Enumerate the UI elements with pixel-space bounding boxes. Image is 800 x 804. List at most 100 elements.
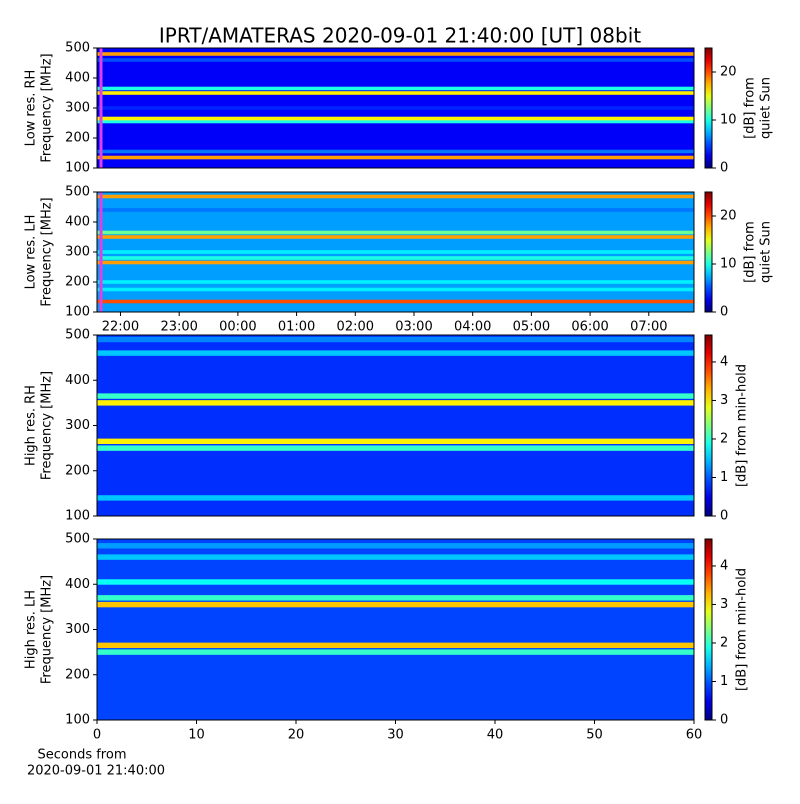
spectral-band [97, 299, 694, 304]
y-tick-label: 100 [65, 713, 90, 728]
y-tick-label: 100 [65, 161, 90, 176]
y-tick-label: 300 [65, 622, 90, 637]
colorbar-tick-label: 3 [720, 597, 728, 612]
colorbar-tick-label: 0 [720, 509, 728, 524]
colorbar [704, 334, 713, 517]
spectral-band [97, 287, 694, 292]
spectral-band [97, 579, 694, 585]
colorbar [704, 538, 713, 721]
colorbar-tick-label: 4 [720, 558, 728, 573]
colorbar [704, 47, 713, 169]
heatmap-background [97, 335, 694, 516]
colorbar-label: quiet Sun [759, 77, 774, 139]
y-tick-label: 200 [65, 463, 90, 478]
x-tick-label: 60 [686, 728, 703, 743]
colorbar-tick-label: 1 [720, 674, 728, 689]
y-axis-label: Frequency [MHz] [40, 197, 55, 306]
colorbar-tick-label: 1 [720, 470, 728, 485]
y-tick-label: 400 [65, 215, 90, 230]
x-axis-label: 2020-09-01 21:40:00 [27, 764, 165, 779]
colorbar-tick-label: 2 [720, 635, 728, 650]
spectral-band [97, 155, 694, 160]
colorbar-label: quiet Sun [759, 221, 774, 283]
x-tick-label: 01:00 [278, 320, 315, 335]
y-tick-label: 500 [65, 532, 90, 547]
x-tick-label: 0 [93, 728, 101, 743]
x-tick-label: 10 [188, 728, 205, 743]
y-tick-label: 300 [65, 418, 90, 433]
spectral-band [97, 350, 694, 356]
y-axis-label: Low res. LH [24, 215, 39, 290]
spectral-band [97, 601, 694, 608]
spectral-band [97, 543, 694, 549]
spectral-band [97, 119, 694, 124]
spectral-band [97, 58, 694, 62]
colorbar-label: [dB] from min-hold [735, 364, 750, 487]
colorbar-tick-label: 0 [720, 161, 728, 176]
spectral-band [97, 52, 694, 56]
x-tick-label: 22:00 [102, 320, 139, 335]
y-tick-label: 200 [65, 131, 90, 146]
chart-title: IPRT/AMATERAS 2020-09-01 21:40:00 [UT] 0… [159, 24, 641, 48]
y-tick-label: 100 [65, 509, 90, 524]
spectral-band [97, 554, 694, 560]
spectral-band [97, 86, 694, 91]
x-tick-label: 50 [586, 728, 603, 743]
colorbar-tick-label: 2 [720, 431, 728, 446]
y-axis-label: High res. RH [24, 385, 39, 466]
spectral-band [97, 595, 694, 601]
spectral-band [97, 149, 694, 154]
x-tick-label: 03:00 [395, 320, 432, 335]
spectral-band [97, 649, 694, 655]
y-tick-label: 100 [65, 305, 90, 320]
colorbar-tick-label: 20 [720, 65, 737, 80]
spectral-band [97, 438, 694, 445]
colorbar-label: [dB] from [743, 77, 758, 139]
y-axis-label: Frequency [MHz] [40, 53, 55, 162]
spectral-band [97, 256, 694, 260]
spectral-band [97, 250, 694, 254]
x-tick-label: 05:00 [513, 320, 550, 335]
y-tick-label: 400 [65, 577, 90, 592]
spectral-band [97, 495, 694, 501]
colorbar-tick-label: 0 [720, 305, 728, 320]
y-tick-label: 500 [65, 185, 90, 200]
y-axis-label: Low res. RH [24, 70, 39, 147]
x-tick-label: 23:00 [160, 320, 197, 335]
x-tick-label: 06:00 [571, 320, 608, 335]
y-tick-label: 500 [65, 41, 90, 56]
spectral-band [97, 445, 694, 451]
y-tick-label: 500 [65, 328, 90, 343]
colorbar-tick-label: 0 [720, 713, 728, 728]
colorbar-label: [dB] from min-hold [735, 568, 750, 691]
spectral-band [97, 336, 694, 343]
spectral-band [97, 393, 694, 399]
spectral-band [97, 235, 694, 239]
spectral-band [97, 194, 694, 199]
y-tick-label: 400 [65, 373, 90, 388]
colorbar-tick-label: 3 [720, 393, 728, 408]
spectral-band [97, 208, 694, 212]
x-tick-label: 04:00 [454, 320, 491, 335]
x-tick-label: 20 [288, 728, 305, 743]
colorbar-tick-label: 4 [720, 354, 728, 369]
y-axis-label: Frequency [MHz] [40, 371, 55, 480]
colorbar-tick-label: 20 [720, 209, 737, 224]
x-tick-label: 40 [487, 728, 504, 743]
x-tick-label: 30 [387, 728, 404, 743]
colorbar-label: [dB] from [743, 221, 758, 283]
spectral-band [97, 260, 694, 265]
x-tick-label: 00:00 [219, 320, 256, 335]
spectral-band [97, 136, 694, 140]
y-axis-label: High res. LH [24, 590, 39, 669]
x-axis-label: Seconds from [37, 748, 126, 763]
spectral-band [97, 400, 694, 406]
x-tick-label: 02:00 [337, 320, 374, 335]
spectral-band [97, 280, 694, 284]
spectral-band [97, 106, 694, 110]
y-tick-label: 200 [65, 667, 90, 682]
heatmap-background [97, 539, 694, 720]
colorbar-tick-label: 10 [720, 113, 737, 128]
spectral-band [97, 642, 694, 649]
